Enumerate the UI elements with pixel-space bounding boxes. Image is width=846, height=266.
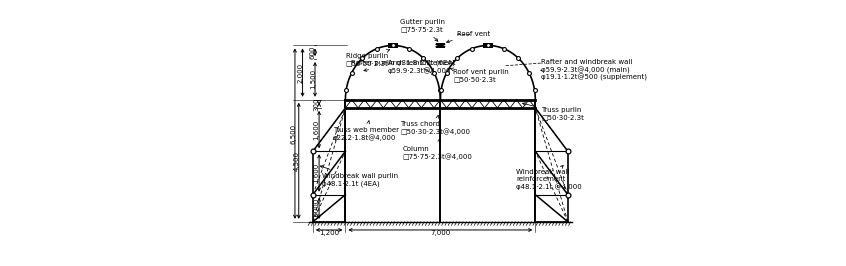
Text: φ19.1·1.2t@500 (supplement): φ19.1·1.2t@500 (supplement) [541,74,647,81]
Text: Truss purlin
□50·30·2.3t: Truss purlin □50·30·2.3t [523,103,584,120]
Text: Windbreak wall purlin
φ48.1·2.1t (4EA): Windbreak wall purlin φ48.1·2.1t (4EA) [321,166,398,186]
Text: 7,000: 7,000 [431,230,450,236]
Text: Roof vent: Roof vent [447,31,490,43]
Text: Roof vent purlin
□50·50·2.3t: Roof vent purlin □50·50·2.3t [450,68,509,82]
Text: 1,600: 1,600 [313,119,320,140]
Text: Arch reinforcement
φ59.9·2.3t@4,000: Arch reinforcement φ59.9·2.3t@4,000 [387,60,455,75]
Text: 1,000: 1,000 [313,198,320,218]
Text: 300: 300 [313,97,320,111]
Text: Gutter purlin
□75·75·2.3t: Gutter purlin □75·75·2.3t [400,19,445,41]
Text: 2,000: 2,000 [298,63,304,83]
Text: Column
□75·75·2.3t@4,000: Column □75·75·2.3t@4,000 [403,139,473,160]
Text: Truss web member
φ22.2·1.8t@4,000: Truss web member φ22.2·1.8t@4,000 [332,121,398,141]
Text: Windbreak wall
reinforcement
φ48.1·2.1t @4,000: Windbreak wall reinforcement φ48.1·2.1t … [516,165,582,190]
Text: φ59.9·2.3t@4,000 (main): φ59.9·2.3t@4,000 (main) [541,66,630,73]
Text: Truss chord
□50·30·2.3t@4,000: Truss chord □50·30·2.3t@4,000 [400,115,470,135]
Text: Rafter purlin φ31.8·1.7t (6EA): Rafter purlin φ31.8·1.7t (6EA) [351,60,454,71]
Text: Ridge purlin
□50·50·2.3t: Ridge purlin □50·50·2.3t [346,50,390,65]
Text: 6,500: 6,500 [290,124,296,144]
Text: 600: 600 [310,45,316,59]
Text: 1,200: 1,200 [319,230,339,236]
Text: 1,600: 1,600 [313,163,320,183]
Text: Rafter and windbreak wall: Rafter and windbreak wall [541,59,633,65]
Text: 4,500: 4,500 [294,151,300,171]
Text: 1,500: 1,500 [310,69,316,89]
